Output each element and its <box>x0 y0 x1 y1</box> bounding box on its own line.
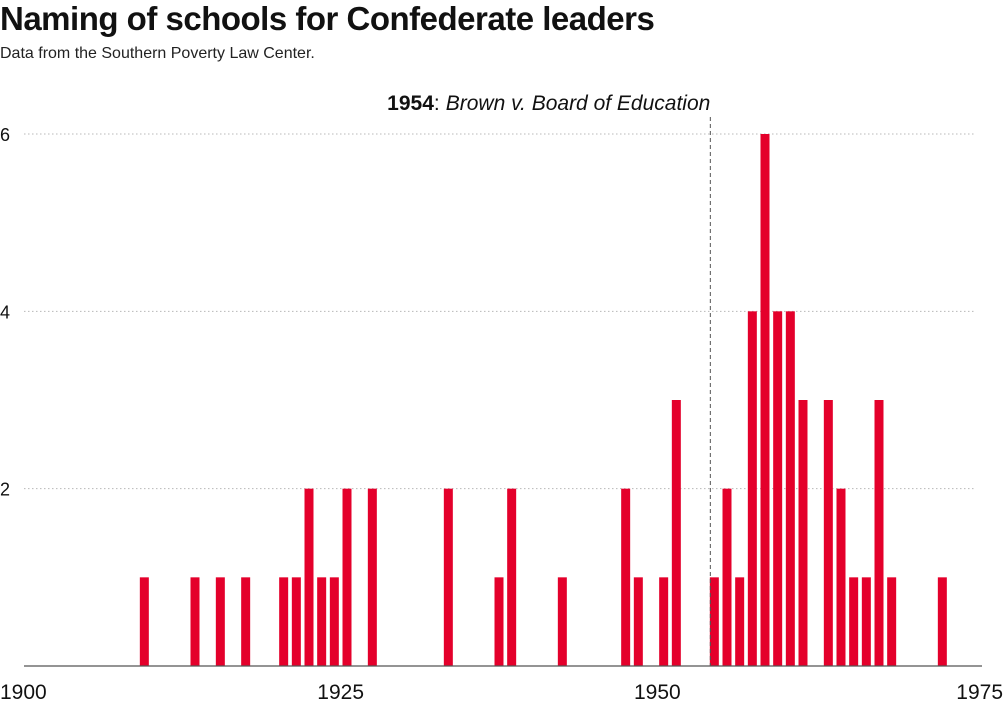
x-tick-label-1950: 1950 <box>634 681 681 704</box>
bar-1966 <box>861 577 871 666</box>
bar-1964 <box>836 488 846 666</box>
bars <box>139 134 947 666</box>
y-tick-label-6: 6 <box>0 125 10 145</box>
bar-1963 <box>823 400 833 666</box>
bar-1958 <box>760 134 770 666</box>
x-tick-label-1900: 1900 <box>0 681 47 704</box>
bar-1972 <box>937 577 947 666</box>
bar-1925 <box>342 488 352 666</box>
bar-1947 <box>621 488 631 666</box>
bar-1968 <box>887 577 897 666</box>
bar-1959 <box>773 311 783 666</box>
bar-1933 <box>443 488 453 666</box>
bar-1915 <box>215 577 225 666</box>
bar-1942 <box>557 577 567 666</box>
chart-subtitle: Data from the Southern Poverty Law Cente… <box>0 45 315 62</box>
bar-1954 <box>709 577 719 666</box>
bar-1920 <box>279 577 289 666</box>
chart-title: Naming of schools for Confederate leader… <box>0 0 655 37</box>
bar-1924 <box>329 577 339 666</box>
bar-1957 <box>747 311 757 666</box>
bar-1927 <box>367 488 377 666</box>
bar-1937 <box>494 577 504 666</box>
bar-1965 <box>849 577 859 666</box>
bar-1909 <box>139 577 149 666</box>
bar-1951 <box>671 400 681 666</box>
annotation-separator: : <box>434 92 440 115</box>
bar-1921 <box>291 577 301 666</box>
x-tick-label-1975: 1975 <box>956 681 1003 704</box>
bar-1960 <box>785 311 795 666</box>
bar-1967 <box>874 400 884 666</box>
bar-1938 <box>507 488 517 666</box>
x-tick-label-1925: 1925 <box>317 681 364 704</box>
bar-1956 <box>735 577 745 666</box>
bar-1923 <box>317 577 327 666</box>
annotation-event: Brown v. Board of Education <box>446 92 711 115</box>
y-tick-labels: 2 4 6 <box>0 125 10 500</box>
y-tick-label-4: 4 <box>0 302 10 322</box>
bar-1917 <box>241 577 251 666</box>
bar-1950 <box>659 577 669 666</box>
x-tick-labels: 1900 1925 1950 1975 <box>0 681 1003 704</box>
bar-1922 <box>304 488 314 666</box>
bar-1955 <box>722 488 732 666</box>
bar-1948 <box>633 577 643 666</box>
y-tick-label-2: 2 <box>0 480 10 500</box>
annotation-label: 1954: Brown v. Board of Education <box>387 92 710 115</box>
annotation-year: 1954 <box>387 92 434 115</box>
bar-1913 <box>190 577 200 666</box>
bar-1961 <box>798 400 808 666</box>
